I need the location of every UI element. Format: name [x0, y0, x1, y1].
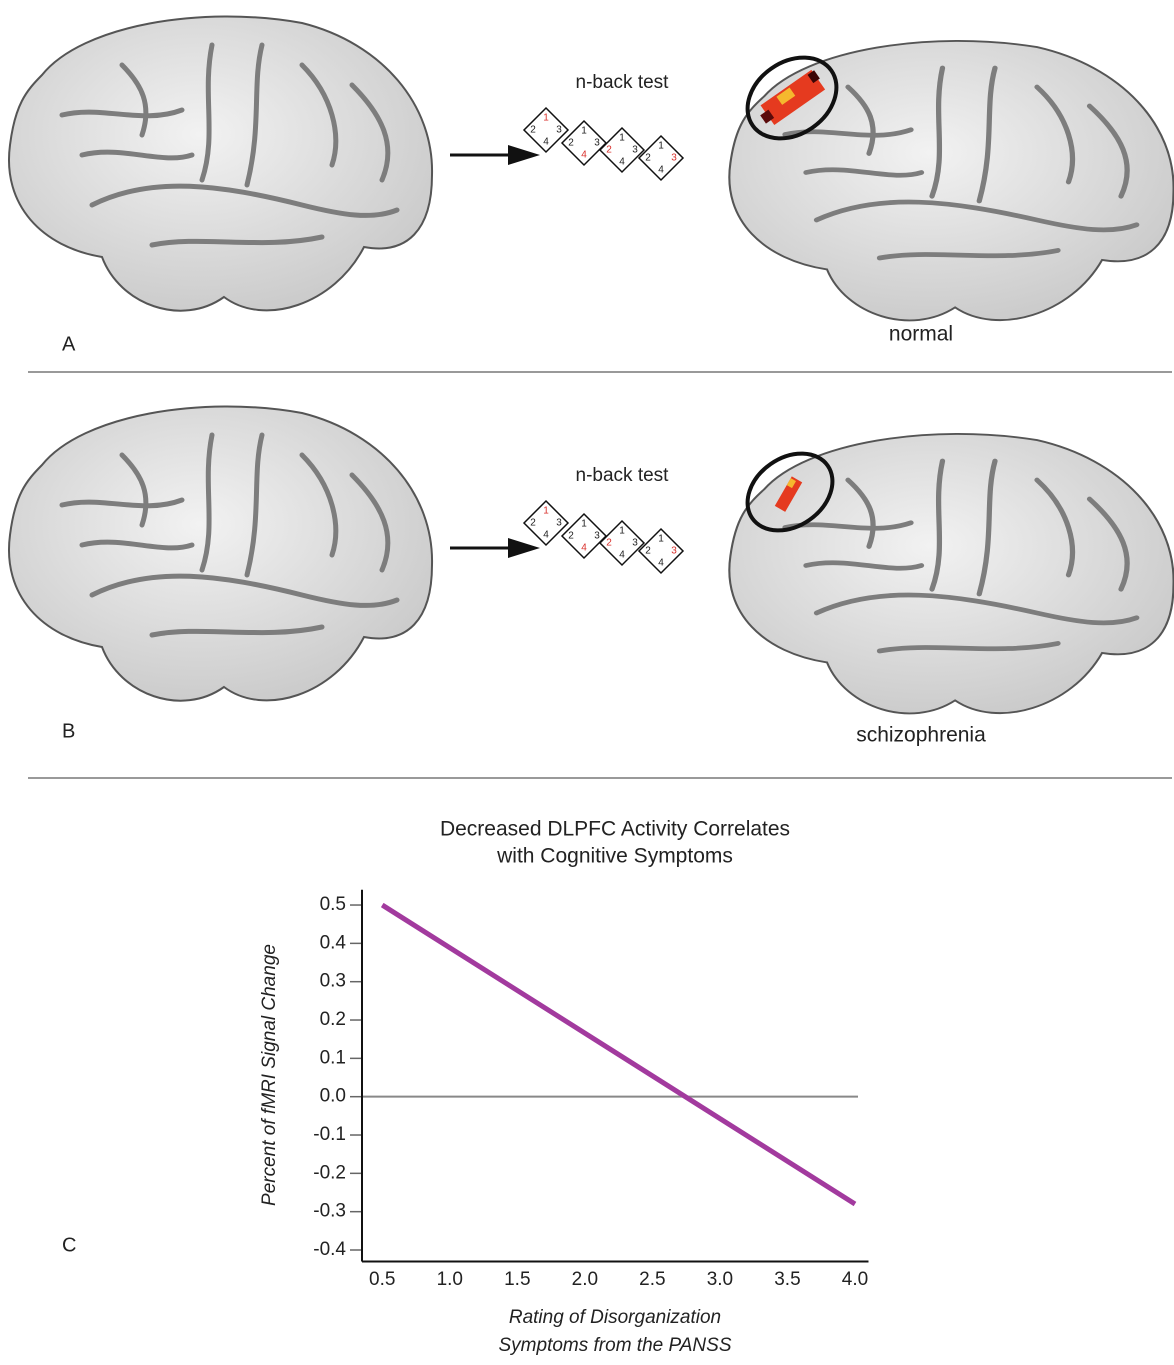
card-digit: 2	[645, 153, 651, 164]
x-tick-label: 1.0	[437, 1269, 463, 1290]
panel-b-art	[9, 406, 1174, 713]
card-digit: 3	[594, 138, 600, 149]
y-tick-label: 0.3	[320, 971, 346, 992]
arrow-head	[508, 538, 540, 558]
x-tick-label: 0.5	[369, 1269, 395, 1290]
x-tick-label: 3.5	[774, 1269, 800, 1290]
condition-label: schizophrenia	[856, 724, 986, 747]
task-label: n-back test	[576, 465, 670, 486]
card-digit: 1	[658, 534, 664, 545]
x-tick-label: 4.0	[842, 1269, 868, 1290]
card-digit: 4	[581, 150, 587, 161]
card	[522, 499, 570, 547]
card-digit: 4	[619, 157, 625, 168]
card-digit: 1	[543, 506, 549, 517]
card-digit: 1	[619, 133, 625, 144]
y-tick-label: 0.1	[320, 1047, 346, 1068]
card	[637, 527, 685, 575]
roi-circle	[745, 451, 835, 533]
card-digit: 1	[581, 519, 587, 530]
x-tick-label: 2.0	[572, 1269, 598, 1290]
card-digit: 2	[530, 125, 536, 136]
card-digit: 1	[543, 113, 549, 124]
task-label: n-back test	[576, 72, 670, 93]
data-line	[380, 902, 857, 1207]
panel-a-art	[9, 16, 1174, 320]
roi-circle	[745, 55, 839, 141]
y-tick-label: -0.1	[313, 1124, 346, 1145]
x-axis-label: Rating of Disorganization	[509, 1307, 721, 1328]
card	[560, 512, 608, 560]
brain	[729, 434, 1173, 713]
condition-label: normal	[889, 323, 953, 346]
chart-title: Decreased DLPFC Activity Correlates	[440, 818, 790, 841]
y-tick-label: -0.2	[313, 1162, 346, 1183]
card-digit: 1	[619, 526, 625, 537]
card-digit: 3	[671, 153, 677, 164]
brain	[9, 406, 432, 700]
x-axis-label: Symptoms from the PANSS	[499, 1335, 732, 1356]
card-digit: 2	[530, 518, 536, 529]
card	[598, 519, 646, 567]
activation	[774, 476, 803, 512]
panel-letter: C	[62, 1234, 76, 1256]
chart-title: with Cognitive Symptoms	[496, 845, 733, 868]
card-digit: 2	[568, 531, 574, 542]
card	[560, 119, 608, 167]
activation	[760, 69, 826, 126]
card-digit: 3	[632, 538, 638, 549]
y-tick-label: 0.4	[320, 932, 347, 953]
card-digit: 3	[556, 518, 562, 529]
y-axis-label: Percent of fMRI Signal Change	[259, 944, 280, 1206]
card-digit: 4	[543, 137, 549, 148]
card-digit: 4	[581, 543, 587, 554]
card-digit: 1	[581, 126, 587, 137]
card	[598, 126, 646, 174]
card-digit: 2	[568, 138, 574, 149]
card-digit: 4	[658, 558, 664, 569]
card-digit: 2	[606, 538, 612, 549]
card-digit: 2	[606, 145, 612, 156]
card-digit: 4	[619, 550, 625, 561]
card-digit: 3	[556, 125, 562, 136]
y-tick-label: 0.5	[320, 894, 346, 915]
arrow-head	[508, 145, 540, 165]
y-tick-label: 0.2	[320, 1009, 346, 1030]
card-digit: 4	[543, 530, 549, 541]
card-digit: 2	[645, 546, 651, 557]
card-digit: 1	[658, 141, 664, 152]
card	[637, 134, 685, 182]
card-digit: 3	[632, 145, 638, 156]
y-tick-label: 0.0	[320, 1086, 346, 1107]
panel-letter: B	[62, 720, 75, 742]
x-tick-label: 3.0	[707, 1269, 733, 1290]
x-tick-label: 2.5	[639, 1269, 665, 1290]
card-digit: 4	[658, 165, 664, 176]
card	[522, 106, 570, 154]
panel-letter: A	[62, 333, 76, 355]
y-tick-label: -0.4	[313, 1239, 346, 1260]
y-tick-label: -0.3	[313, 1201, 346, 1222]
x-tick-label: 1.5	[504, 1269, 530, 1290]
brain	[9, 16, 432, 310]
card-digit: 3	[671, 546, 677, 557]
card-digit: 3	[594, 531, 600, 542]
